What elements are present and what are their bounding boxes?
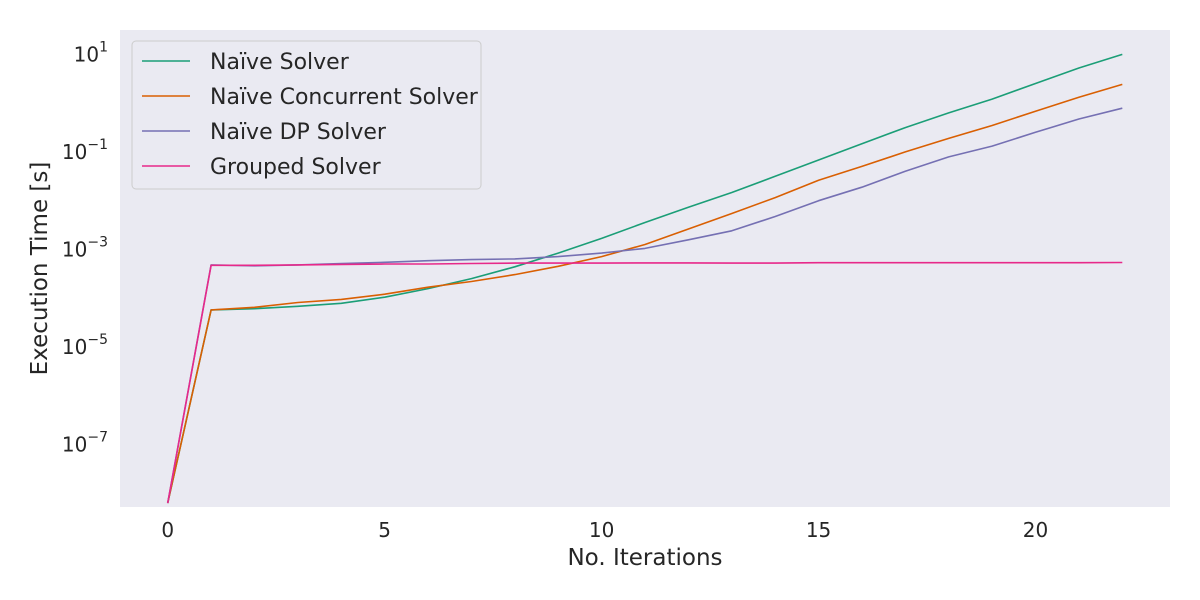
- legend-entry: Naïve DP Solver: [210, 120, 387, 145]
- x-tick-label: 0: [161, 518, 174, 542]
- legend-entry: Grouped Solver: [210, 155, 382, 180]
- x-tick-label: 20: [1023, 518, 1048, 542]
- series-line-2: [166, 83, 1123, 504]
- legend-box: [131, 40, 482, 190]
- x-tick-label: 5: [378, 518, 391, 542]
- y-axis: 10−7 10−5 10−3 10−1 101: [62, 39, 108, 456]
- x-axis-title: No. Iterations: [567, 545, 722, 571]
- series-line-4: [166, 261, 1123, 504]
- series-lines: [166, 53, 1123, 504]
- y-tick-label: 10−3: [62, 234, 108, 261]
- y-tick-label: 101: [74, 39, 108, 66]
- y-tick-label: 10−5: [62, 332, 108, 359]
- x-tick-label: 10: [589, 518, 614, 542]
- y-tick-label: 10−7: [62, 430, 108, 457]
- x-axis: 0 5 10 15 20: [161, 518, 1048, 542]
- series-line-1: [166, 53, 1123, 504]
- y-axis-title: Execution Time [s]: [27, 162, 53, 376]
- legend-entry: Naïve Concurrent Solver: [210, 85, 479, 110]
- legend-entry: Naïve Solver: [210, 50, 350, 75]
- x-tick-label: 15: [806, 518, 831, 542]
- legend: Naïve Solver Naïve Concurrent Solver Naïve…: [131, 40, 482, 190]
- y-tick-label: 10−1: [62, 137, 108, 164]
